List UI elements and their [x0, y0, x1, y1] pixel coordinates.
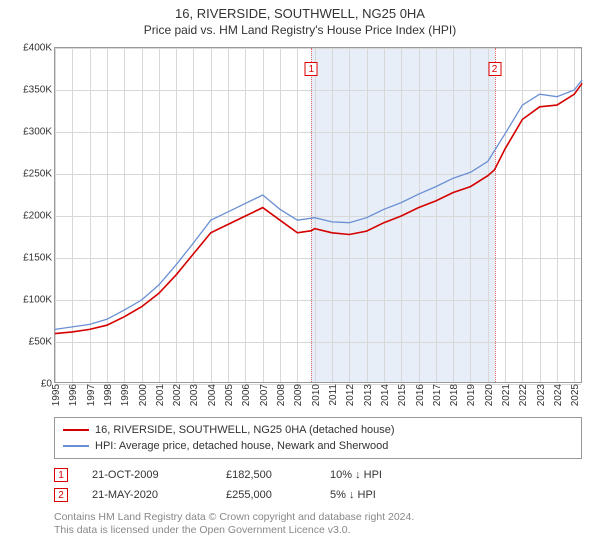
xaxis-tick-label: 2008: [276, 382, 287, 406]
sale-date: 21-OCT-2009: [92, 469, 202, 481]
xaxis-tick-label: 2005: [224, 382, 235, 406]
xaxis-tick-label: 2018: [449, 382, 460, 406]
chart-area: £0£50K£100K£150K£200K£250K£300K£350K£400…: [14, 43, 586, 413]
xaxis-tick-label: 2023: [536, 382, 547, 406]
chart-subtitle: Price paid vs. HM Land Registry's House …: [14, 23, 586, 37]
xaxis-tick-label: 2000: [138, 382, 149, 406]
xaxis-tick-label: 2020: [484, 382, 495, 406]
yaxis-tick-label: £400K: [23, 43, 55, 54]
legend-label: 16, RIVERSIDE, SOUTHWELL, NG25 0HA (deta…: [95, 422, 395, 438]
attribution-line: Contains HM Land Registry data © Crown c…: [54, 511, 582, 524]
sale-price: £255,000: [226, 489, 306, 501]
sale-diff-vs-hpi: 5% ↓ HPI: [330, 489, 420, 501]
yaxis-tick-label: £250K: [23, 169, 55, 180]
yaxis-tick-label: £150K: [23, 253, 55, 264]
sale-diff-vs-hpi: 10% ↓ HPI: [330, 469, 420, 481]
xaxis-tick-label: 2014: [380, 382, 391, 406]
attribution-line: This data is licensed under the Open Gov…: [54, 524, 582, 537]
yaxis-tick-label: £200K: [23, 211, 55, 222]
legend-swatch: [63, 445, 89, 447]
sale-row: 2 21-MAY-2020 £255,000 5% ↓ HPI: [54, 485, 582, 505]
xaxis-tick-label: 2017: [432, 382, 443, 406]
series-svg: [55, 48, 583, 384]
xaxis-tick-label: 2003: [189, 382, 200, 406]
chart-container: 16, RIVERSIDE, SOUTHWELL, NG25 0HA Price…: [0, 0, 600, 545]
yaxis-tick-label: £300K: [23, 127, 55, 138]
xaxis-tick-label: 2006: [241, 382, 252, 406]
xaxis-tick-label: 1999: [120, 382, 131, 406]
xaxis-tick-label: 1997: [86, 382, 97, 406]
sales-table: 1 21-OCT-2009 £182,500 10% ↓ HPI 2 21-MAY-202…: [54, 465, 582, 505]
xaxis-tick-label: 2007: [259, 382, 270, 406]
xaxis-tick-label: 2024: [553, 382, 564, 406]
chart-title: 16, RIVERSIDE, SOUTHWELL, NG25 0HA: [14, 6, 586, 21]
xaxis-tick-label: 2015: [397, 382, 408, 406]
sale-price: £182,500: [226, 469, 306, 481]
yaxis-tick-label: £100K: [23, 295, 55, 306]
legend: 16, RIVERSIDE, SOUTHWELL, NG25 0HA (deta…: [54, 417, 582, 459]
sale-marker-index: 2: [54, 488, 68, 502]
xaxis-tick-label: 1995: [51, 382, 62, 406]
xaxis-tick-label: 2013: [363, 382, 374, 406]
series-line-price_paid: [55, 83, 582, 333]
plot-region: £0£50K£100K£150K£200K£250K£300K£350K£400…: [54, 47, 582, 383]
legend-item: HPI: Average price, detached house, Newa…: [63, 438, 573, 454]
xaxis-tick-label: 2001: [155, 382, 166, 406]
xaxis-tick-label: 2022: [518, 382, 529, 406]
sale-date: 21-MAY-2020: [92, 489, 202, 501]
yaxis-tick-label: £50K: [29, 337, 55, 348]
sale-marker-index: 1: [54, 468, 68, 482]
legend-item: 16, RIVERSIDE, SOUTHWELL, NG25 0HA (deta…: [63, 422, 573, 438]
yaxis-tick-label: £350K: [23, 85, 55, 96]
xaxis-tick-label: 2021: [501, 382, 512, 406]
series-line-hpi: [55, 80, 582, 330]
xaxis-tick-label: 2002: [172, 382, 183, 406]
xaxis-tick-label: 2009: [293, 382, 304, 406]
legend-swatch: [63, 429, 89, 431]
sale-row: 1 21-OCT-2009 £182,500 10% ↓ HPI: [54, 465, 582, 485]
xaxis-tick-label: 2016: [415, 382, 426, 406]
xaxis-tick-label: 2004: [207, 382, 218, 406]
xaxis-tick-label: 2011: [328, 382, 339, 406]
xaxis-tick-label: 1998: [103, 382, 114, 406]
attribution: Contains HM Land Registry data © Crown c…: [54, 511, 582, 537]
xaxis-tick-label: 2019: [466, 382, 477, 406]
xaxis-tick-label: 2010: [311, 382, 322, 406]
legend-label: HPI: Average price, detached house, Newa…: [95, 438, 388, 454]
xaxis-tick-label: 2025: [570, 382, 581, 406]
xaxis-tick-label: 2012: [345, 382, 356, 406]
xaxis-tick-label: 1996: [68, 382, 79, 406]
